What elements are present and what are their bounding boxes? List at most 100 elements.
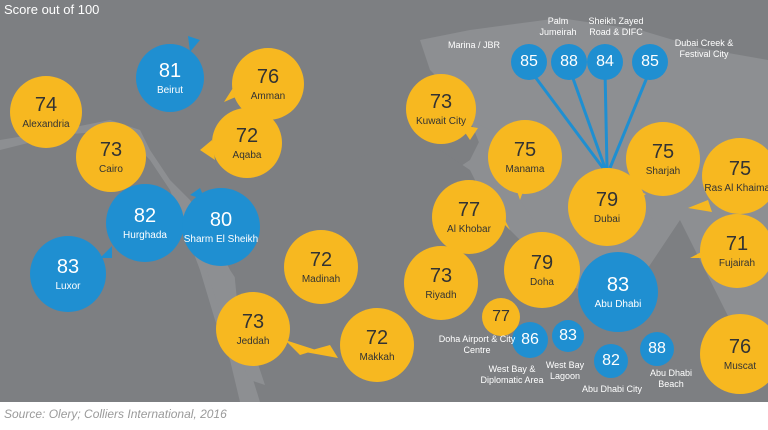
bubble-score: 77 <box>457 198 481 221</box>
bubble-score: 73 <box>99 138 123 161</box>
bubble-city: Al Khobar <box>447 223 491 235</box>
bubble-ras-al-khaimah[interactable]: 75 Ras Al Khaimah <box>702 138 768 214</box>
tail-aqaba <box>200 140 215 160</box>
bubble-city: Muscat <box>723 360 757 372</box>
bubble-city: Doha <box>530 276 554 288</box>
bubble-luxor[interactable]: 83 Luxor <box>30 236 106 312</box>
bubble-score: 75 <box>651 140 675 163</box>
bubble-score: 83 <box>559 327 577 344</box>
pointer-palm <box>568 69 607 169</box>
map-area: Score out of 100 81 Beirut 76 Amman 74 A… <box>0 0 768 402</box>
bubble-sharjah[interactable]: 75 Sharjah <box>626 122 700 196</box>
bubble-score: 73 <box>241 310 265 333</box>
tail-makkah <box>305 345 338 358</box>
bubble-riyadh[interactable]: 73 Riyadh <box>404 246 478 320</box>
bubble-score: 83 <box>606 273 630 296</box>
bubble-city: Fujairah <box>718 257 756 269</box>
bubble-score: 81 <box>158 59 182 82</box>
bubble-score: 76 <box>728 335 752 358</box>
bubble-aqaba[interactable]: 72 Aqaba <box>212 108 282 178</box>
bubble-dubai-creek[interactable]: 85 <box>632 44 668 80</box>
bubble-muscat[interactable]: 76 Muscat <box>700 314 768 394</box>
bubble-marina[interactable]: 85 <box>511 44 547 80</box>
bubble-score: 74 <box>34 93 58 116</box>
bubble-score: 84 <box>596 53 614 70</box>
bubble-score: 80 <box>209 208 233 231</box>
label-creek: Dubai Creek & Festival City <box>674 38 734 59</box>
label-marina: Marina / JBR <box>448 40 501 50</box>
bubble-score: 85 <box>520 53 538 70</box>
label-abu-dhabi-beach: Abu Dhabi Beach <box>649 368 693 389</box>
bubble-sharm[interactable]: 80 Sharm El Sheikh <box>182 188 260 266</box>
bubble-score: 72 <box>235 124 259 147</box>
bubble-madinah[interactable]: 72 Madinah <box>284 230 358 304</box>
bubble-sheikh-zayed-road[interactable]: 84 <box>587 44 623 80</box>
bubble-westbay-diplomatic[interactable]: 86 <box>512 322 548 358</box>
pointer-creek <box>608 69 652 169</box>
label-szr: Sheikh Zayed Road & DIFC <box>588 16 644 37</box>
bubble-city: Amman <box>250 90 286 102</box>
bubble-abu-dhabi-beach[interactable]: 88 <box>640 332 674 366</box>
bubble-westbay-lagoon[interactable]: 83 <box>552 320 584 352</box>
bubble-abu-dhabi[interactable]: 83 Abu Dhabi <box>578 252 658 332</box>
bubble-score: 82 <box>602 352 620 369</box>
label-abu-dhabi-city: Abu Dhabi City <box>582 384 643 394</box>
bubble-score: 76 <box>256 65 280 88</box>
bubble-city: Makkah <box>359 351 395 363</box>
pointer-szr <box>603 69 609 169</box>
bubble-alexandria[interactable]: 74 Alexandria <box>10 76 82 148</box>
bubble-score: 72 <box>309 248 333 271</box>
bubble-city: Hurghada <box>123 229 167 241</box>
bubble-abu-dhabi-city[interactable]: 82 <box>594 344 628 378</box>
bubble-city: Luxor <box>55 280 81 292</box>
label-palm: Palm Jumeirah <box>539 16 577 37</box>
bubble-city: Cairo <box>99 163 123 175</box>
bubble-score: 73 <box>429 90 453 113</box>
bubble-city: Alexandria <box>22 118 70 130</box>
bubble-score: 79 <box>595 188 619 211</box>
bubble-score: 86 <box>521 331 539 348</box>
bubble-city: Dubai <box>593 213 621 225</box>
bubble-cairo[interactable]: 73 Cairo <box>76 122 146 192</box>
bubble-city: Manama <box>505 163 545 175</box>
bubble-alkhobar[interactable]: 77 Al Khobar <box>432 180 506 254</box>
bubble-score: 75 <box>513 138 537 161</box>
bubble-score: 71 <box>725 232 749 255</box>
bubble-beirut[interactable]: 81 Beirut <box>136 44 204 112</box>
bubble-city: Sharjah <box>645 165 681 177</box>
bubble-score: 88 <box>560 53 578 70</box>
label-westbay-diplomatic: West Bay & Diplomatic Area <box>480 364 544 385</box>
bubble-score: 79 <box>530 251 554 274</box>
bubble-city: Jeddah <box>236 335 270 347</box>
landmass-africa <box>0 130 240 402</box>
bubble-score: 77 <box>492 308 510 325</box>
bubble-score: 73 <box>429 264 453 287</box>
label-doha-airport: Doha Airport & City Centre <box>438 334 516 355</box>
pointer-lines <box>528 69 652 169</box>
bubble-palm[interactable]: 88 <box>551 44 587 80</box>
label-westbay-lagoon: West Bay Lagoon <box>545 360 585 381</box>
tail-beirut <box>188 36 200 52</box>
bubble-makkah[interactable]: 72 Makkah <box>340 308 414 382</box>
tail-rak <box>688 200 712 212</box>
tail-luxor <box>100 246 112 258</box>
bubble-kuwait[interactable]: 73 Kuwait City <box>406 74 476 144</box>
score-out-of-100-label: Score out of 100 <box>4 2 100 17</box>
bubble-jeddah[interactable]: 73 Jeddah <box>216 292 290 366</box>
bubble-city: Riyadh <box>425 289 457 301</box>
bubble-score: 83 <box>56 255 80 278</box>
bubble-doha[interactable]: 79 Doha <box>504 232 580 308</box>
bubble-hurghada[interactable]: 82 Hurghada <box>106 184 184 262</box>
pointer-marina <box>528 69 605 169</box>
bubble-city: Beirut <box>156 84 184 96</box>
bubble-city: Ras Al Khaimah <box>704 182 768 194</box>
bubble-fujairah[interactable]: 71 Fujairah <box>700 214 768 288</box>
bubble-score: 72 <box>365 326 389 349</box>
bubble-doha-airport[interactable]: 77 <box>482 298 520 336</box>
bubble-score: 88 <box>648 340 666 357</box>
bubble-city: Abu Dhabi <box>594 298 642 310</box>
bubble-manama[interactable]: 75 Manama <box>488 120 562 194</box>
bubble-city: Kuwait City <box>415 115 466 127</box>
bubble-city: Sharm El Sheikh <box>183 233 259 245</box>
source-caption: Source: Olery; Colliers International, 2… <box>4 407 227 421</box>
